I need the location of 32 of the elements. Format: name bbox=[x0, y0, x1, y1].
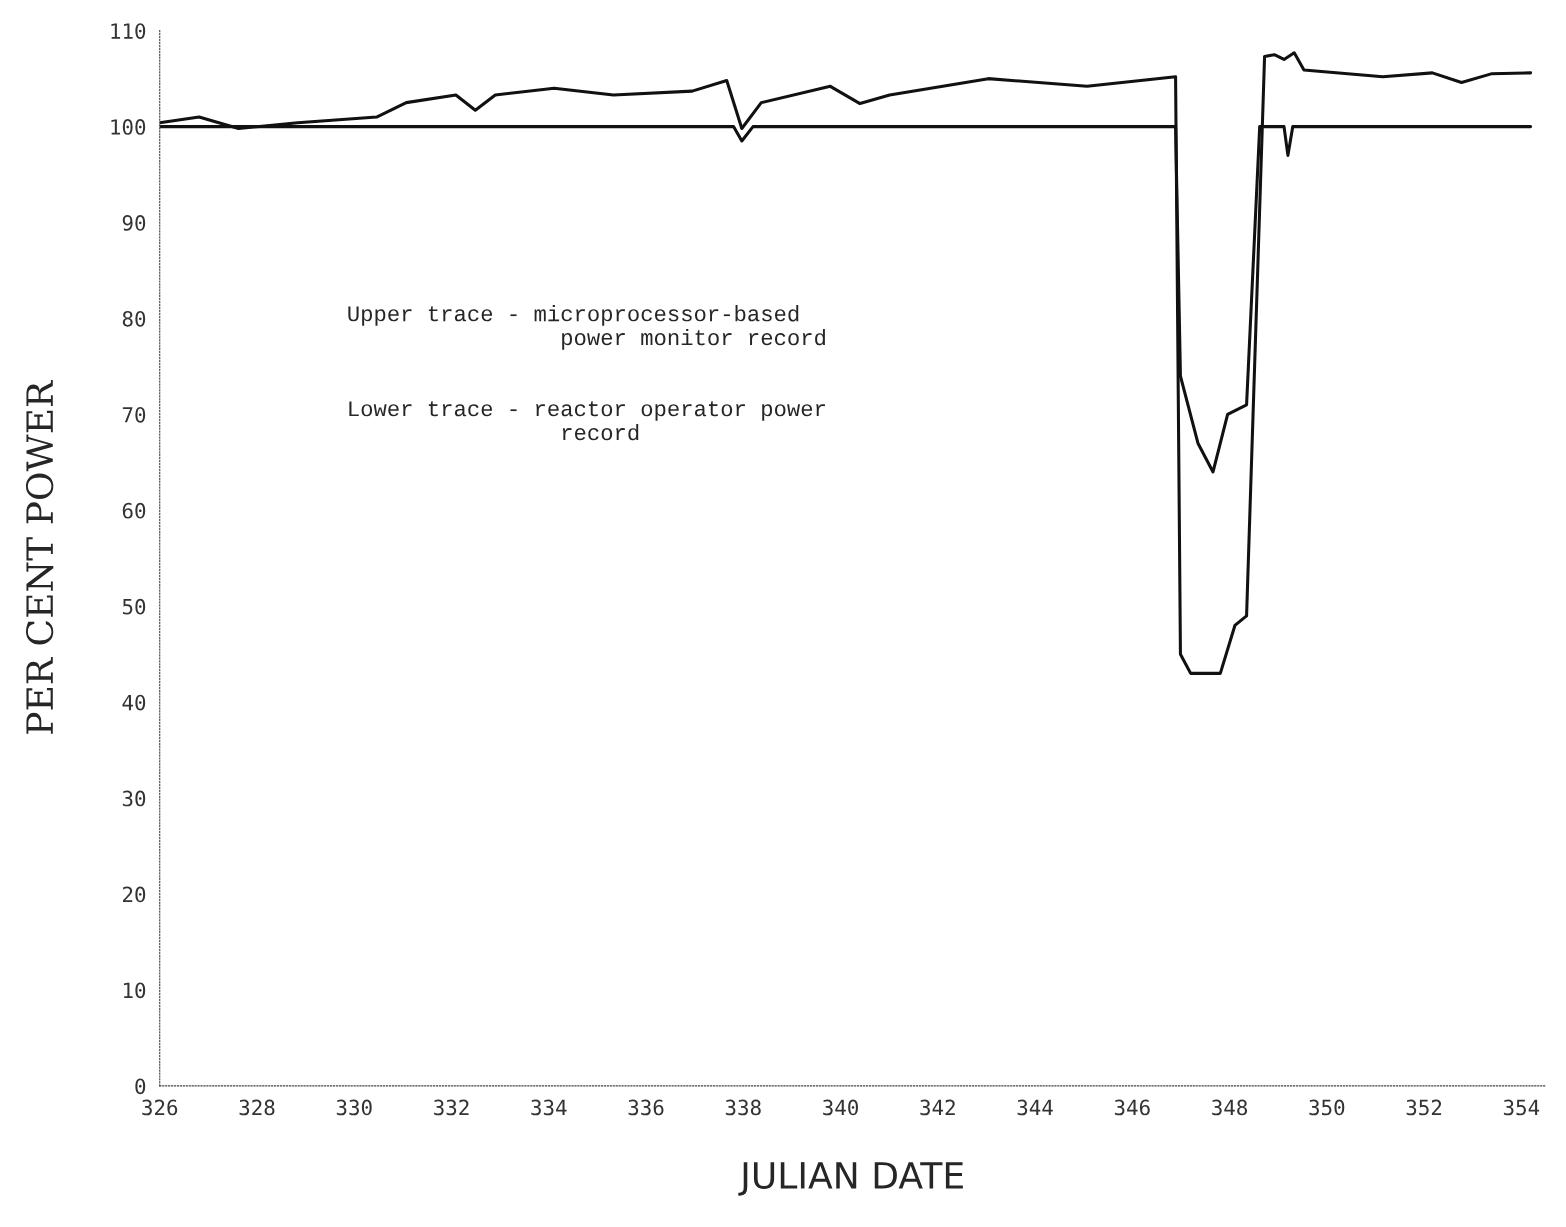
x-tick-label: 330 bbox=[336, 1099, 372, 1116]
x-tick-label: 346 bbox=[1114, 1099, 1150, 1116]
line-series bbox=[159, 51, 1533, 675]
y-tick-label: 10 bbox=[123, 982, 146, 999]
annotation: Lower trace - reactor operator power record bbox=[349, 401, 825, 441]
y-tick-label: 30 bbox=[122, 790, 146, 807]
x-tick-label: 326 bbox=[142, 1099, 178, 1116]
x-tick-label: 342 bbox=[920, 1099, 955, 1116]
x-tick-label: 336 bbox=[628, 1099, 664, 1116]
y-tick-label: 110 bbox=[111, 23, 146, 39]
y-tick-label: 40 bbox=[122, 694, 146, 711]
x-tick-label: 340 bbox=[823, 1099, 858, 1116]
x-tick-label: 352 bbox=[1406, 1099, 1442, 1116]
y-tick-label: 90 bbox=[122, 215, 146, 231]
y-tick-label: 80 bbox=[122, 310, 146, 327]
annotation: Upper trace - microprocessor-based power monitor record bbox=[348, 305, 825, 350]
y-axis-title: PER CENT POWER bbox=[25, 379, 54, 734]
x-axis-title: JULIAN DATE bbox=[738, 1162, 963, 1196]
x-tick-label: 348 bbox=[1212, 1099, 1248, 1116]
x-tick-label: 354 bbox=[1503, 1099, 1540, 1116]
y-tick-label: 70 bbox=[122, 406, 146, 423]
y-tick-label: 0 bbox=[135, 1078, 146, 1095]
y-tick-label: 60 bbox=[122, 502, 146, 519]
y-tick-label: 100 bbox=[111, 119, 146, 135]
x-tick-label: 338 bbox=[725, 1099, 761, 1116]
x-tick-label: 350 bbox=[1309, 1099, 1345, 1116]
y-tick-label: 50 bbox=[122, 598, 146, 615]
x-tick-label: 334 bbox=[531, 1099, 567, 1116]
x-tick-label: 332 bbox=[434, 1099, 469, 1116]
x-tick-label: 328 bbox=[239, 1099, 275, 1116]
y-tick-label: 20 bbox=[123, 886, 146, 903]
x-tick-label: 344 bbox=[1017, 1099, 1053, 1116]
